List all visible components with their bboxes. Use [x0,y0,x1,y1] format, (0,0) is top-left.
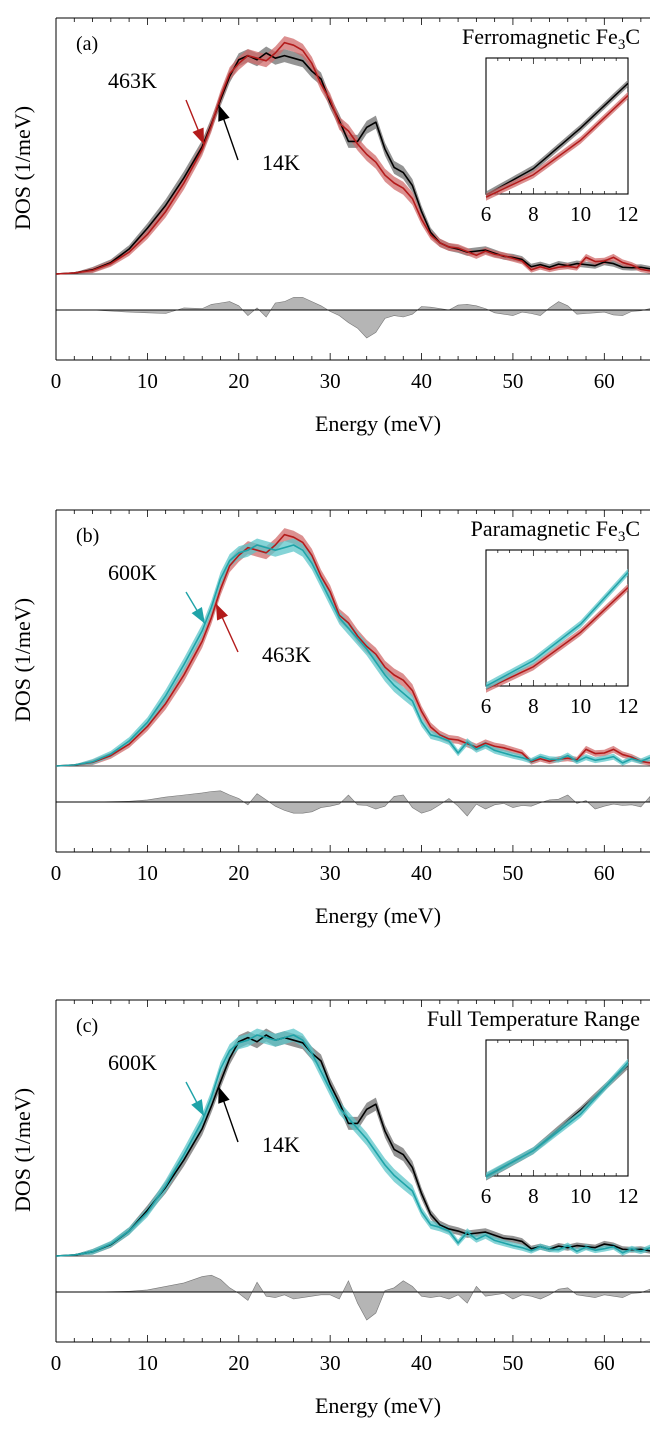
y-axis-label: DOS (1/meV) [10,1088,35,1212]
annotation-arrowhead [218,104,230,122]
difference-area [56,297,650,339]
series-line-1 [55,1034,650,1257]
series-line-0 [55,533,650,767]
inset-band-1 [486,1058,628,1180]
x-axis-label: Energy (meV) [315,411,441,436]
x-tick-label: 20 [228,1351,249,1375]
inset-tick-label: 12 [618,1184,639,1208]
x-tick-label: 10 [137,1351,158,1375]
x-tick-label: 40 [411,369,432,393]
inset-tick-label: 10 [570,1184,591,1208]
inset-tick-label: 8 [528,202,539,226]
panel-title: Ferromagnetic Fe3C [462,24,640,53]
x-tick-label: 10 [137,369,158,393]
x-tick-label: 50 [502,369,523,393]
x-tick-label: 30 [320,1351,341,1375]
inset-tick-label: 12 [618,694,639,718]
x-tick-label: 10 [137,861,158,885]
annotation-label: 600K [108,560,157,585]
x-axis-label: Energy (meV) [315,1393,441,1418]
x-tick-label: 60 [594,369,615,393]
panel-a: 0 10 20 30 40 50 60 Energy (meV) DOS (1/meV) (a) F… [10,17,650,436]
annotation-arrowhead [218,1086,230,1104]
x-tick-label: 20 [228,369,249,393]
series-line-1 [55,41,650,275]
annotation-arrowhead [191,1099,205,1117]
title-tail: C [625,24,640,49]
annotation-label: 463K [262,642,311,667]
inset-tick-label: 10 [570,202,591,226]
panel-label: (b) [76,525,99,547]
title-text: Ferromagnetic Fe [462,24,618,49]
x-tick-label: 60 [594,1351,615,1375]
x-tick-label: 30 [320,369,341,393]
inset: 6 8 10 12 [481,549,639,718]
inset: 6 8 10 12 [481,1039,639,1208]
x-tick-label: 30 [320,861,341,885]
inset-line-0 [485,82,629,196]
annotation-label: 600K [108,1050,157,1075]
x-tick-label: 0 [51,861,62,885]
inset-frame [485,549,629,687]
x-tick-label: 20 [228,861,249,885]
x-tick-label: 50 [502,1351,523,1375]
x-tick-label: 40 [411,1351,432,1375]
panel-c: 0 10 20 30 40 50 60 Energy (meV) DOS (1/meV) (c) F… [10,999,650,1418]
inset-tick-label: 12 [618,202,639,226]
x-tick-label: 40 [411,861,432,885]
x-axis-label: Energy (meV) [315,903,441,928]
x-tick-label: 0 [51,369,62,393]
x-tick-label: 50 [502,861,523,885]
series-line-1 [55,544,650,767]
inset-frame [485,1039,629,1177]
inset-tick-label: 6 [481,202,492,226]
panel-title: Paramagnetic Fe3C [471,516,640,545]
inset-frame [485,57,629,195]
difference-area [56,1274,650,1321]
inset-tick-label: 6 [481,694,492,718]
panel-label: (c) [76,1015,98,1037]
title-subscript: 3 [618,529,626,545]
annotation-label: 14K [262,150,300,175]
panel-title: Full Temperature Range [427,1006,640,1031]
annotation-arrowhead [215,603,229,621]
panel-label: (a) [76,33,98,55]
annotation-label: 463K [108,68,157,93]
inset-band-1 [486,568,628,690]
x-tick-label: 0 [51,1351,62,1375]
inset-tick-label: 8 [528,1184,539,1208]
inset: 6 8 10 12 [481,57,639,226]
inset-line-1 [485,571,629,687]
difference-area [56,790,650,817]
y-axis-label: DOS (1/meV) [10,598,35,722]
x-tick-label: 60 [594,861,615,885]
title-text: Full Temperature Range [427,1006,640,1031]
annotation-arrowhead [191,606,205,624]
panel-b: 0 10 20 30 40 50 60 Energy (meV) DOS (1/meV) (b) P… [10,509,650,928]
annotation-arrowhead [192,127,205,145]
inset-tick-label: 6 [481,1184,492,1208]
inset-tick-label: 8 [528,694,539,718]
title-subscript: 3 [618,37,626,53]
inset-line-0 [485,586,629,690]
inset-tick-label: 10 [570,694,591,718]
annotation-label: 14K [262,1132,300,1157]
title-text: Paramagnetic Fe [471,516,618,541]
y-axis-label: DOS (1/meV) [10,106,35,230]
inset-line-1 [485,1061,629,1177]
title-tail: C [625,516,640,541]
inset-line-1 [485,94,629,198]
